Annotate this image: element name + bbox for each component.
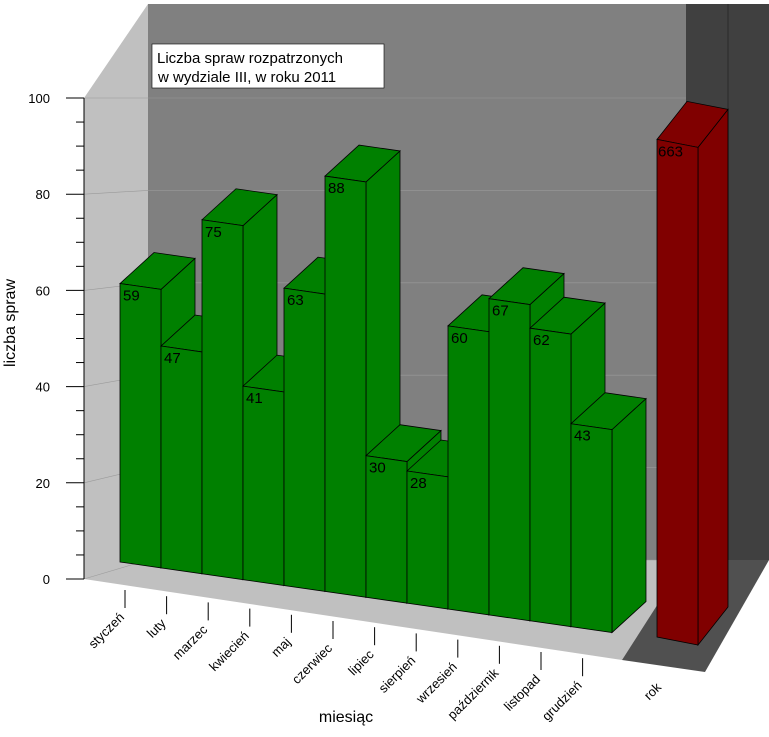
data-label: 63 (287, 292, 304, 309)
bar-front (119, 283, 162, 569)
data-label: 28 (410, 475, 427, 492)
y-tick-label: 40 (36, 380, 50, 395)
bar-front (283, 287, 326, 592)
data-label: 30 (369, 460, 386, 477)
x-tick-label-total: rok (641, 679, 665, 703)
y-tick-label: 80 (36, 187, 50, 202)
bar-front (324, 175, 367, 598)
gridline (83, 190, 686, 195)
x-tick-label: lipiec (345, 646, 377, 678)
x-tick-label: grudzień (539, 678, 585, 724)
bar-front (570, 423, 613, 634)
bar-11 (570, 392, 647, 634)
bar-side (611, 397, 647, 634)
x-tick-label: czerwiec (289, 640, 336, 687)
bar-front (201, 219, 244, 581)
y-tick-label: 20 (36, 476, 50, 491)
bar-front (242, 385, 285, 586)
x-tick-label: listopad (501, 672, 543, 714)
data-label: 59 (123, 288, 140, 305)
bar-front (160, 345, 203, 575)
bar-front (365, 455, 408, 604)
bar-front (488, 298, 531, 622)
data-label: 41 (246, 390, 263, 407)
data-label: 663 (658, 143, 683, 160)
data-label: 88 (328, 180, 345, 197)
x-tick-label: luty (144, 615, 169, 640)
data-label: 60 (451, 330, 468, 347)
bar-front (656, 138, 699, 646)
title-box (151, 43, 385, 89)
data-label: 47 (164, 350, 181, 367)
bar-side (697, 108, 729, 647)
data-label: 62 (533, 332, 550, 349)
x-tick-label: wrzesień (412, 659, 460, 707)
x-tick-label: kwiecień (206, 628, 252, 674)
x-tick-label: marzec (170, 622, 211, 663)
y-tick-label: 100 (28, 91, 50, 106)
data-label: 43 (574, 428, 591, 445)
y-tick-label: 0 (43, 572, 50, 587)
y-tick-label: 60 (36, 283, 50, 298)
bar-total (656, 100, 729, 647)
bar-front (447, 325, 490, 616)
y-axis-title: liczba spraw (2, 279, 19, 367)
chart-title-line2: w wydziale III, w roku 2011 (157, 69, 336, 86)
bar-front (529, 327, 572, 628)
x-tick-label: maj (268, 634, 293, 659)
x-axis-title: miesiąc (319, 709, 373, 726)
data-label: 75 (205, 224, 222, 241)
x-tick-label: sierpień (376, 653, 419, 696)
chart-title-line1: Liczba spraw rozpatrzonych (157, 50, 343, 67)
data-label: 67 (492, 303, 509, 320)
x-tick-label: styczeń (85, 610, 127, 652)
